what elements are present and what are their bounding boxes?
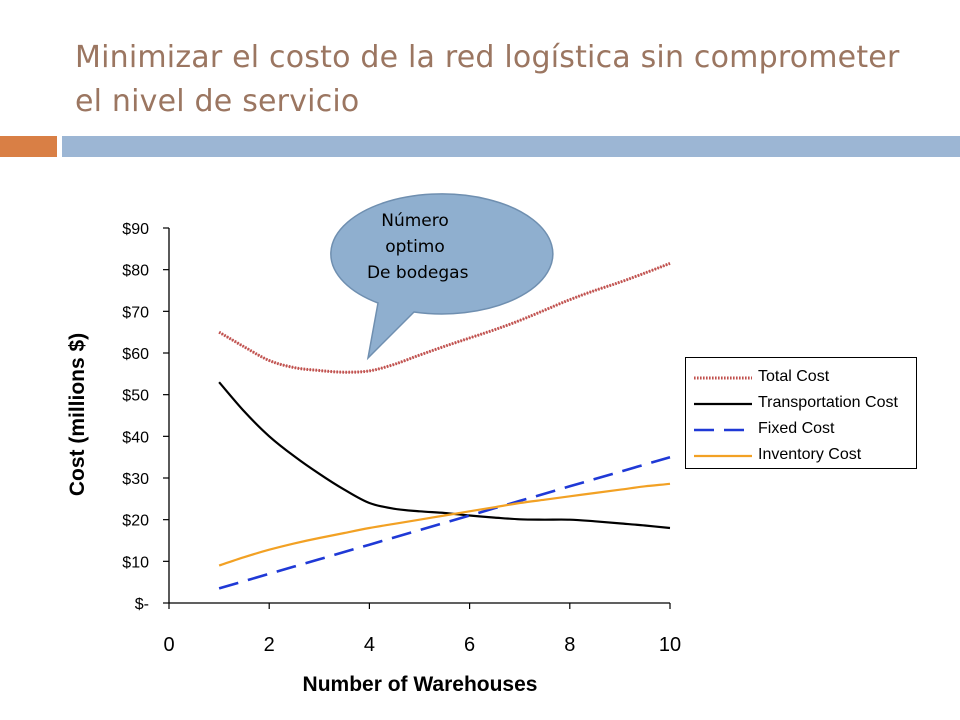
y-axis-label: Cost (millions $) xyxy=(66,333,89,496)
legend-swatch-inventory-cost xyxy=(694,454,752,458)
legend-item-total-cost: Total Cost xyxy=(686,364,916,390)
x-tick-label: 0 xyxy=(163,634,174,656)
y-tick-label: $70 xyxy=(122,304,149,321)
legend-label-fixed-cost: Fixed Cost xyxy=(758,420,835,437)
callout-line-1: Número xyxy=(381,211,449,231)
x-tick-label: 10 xyxy=(659,634,681,656)
series-line-inventory-cost xyxy=(218,482,671,567)
series-line-transportation-cost xyxy=(218,381,671,530)
y-tick-label: $80 xyxy=(122,263,149,280)
y-tick-label: $20 xyxy=(122,513,149,530)
legend-label-inventory-cost: Inventory Cost xyxy=(758,446,862,463)
series-line-total-cost-shade xyxy=(218,262,671,373)
y-tick-label: $60 xyxy=(122,346,149,363)
legend-swatch-total-cost xyxy=(694,376,752,380)
y-tick-label: $90 xyxy=(122,221,149,238)
slide-title: Minimizar el costo de la red logística s… xyxy=(75,40,900,119)
y-tick-label: $- xyxy=(135,596,149,613)
x-axis-label: Number of Warehouses xyxy=(303,673,538,696)
x-tick-label: 2 xyxy=(264,634,275,656)
chart-series xyxy=(218,261,671,590)
legend-swatch-transportation-cost xyxy=(694,402,752,406)
callout-line-2: optimo xyxy=(385,237,445,257)
callout-text: Número optimo De bodegas xyxy=(330,208,500,286)
chart-legend: Total Cost Transportation Cost Fixed Cos… xyxy=(685,357,917,469)
x-tick-label: 4 xyxy=(364,634,375,656)
legend-label-total-cost: Total Cost xyxy=(758,368,830,385)
legend-item-inventory-cost: Inventory Cost xyxy=(686,442,916,468)
legend-item-transportation-cost: Transportation Cost xyxy=(686,390,916,416)
x-tick-label: 8 xyxy=(564,634,575,656)
title-accent-bar-blue xyxy=(62,136,960,157)
title-accent-bar-orange xyxy=(0,136,57,157)
chart-axes: $- $10 $20 $30 $40 $50 $60 $70 $80 $90 0 2 4 6 8 10 Numb… xyxy=(66,221,681,696)
legend-label-transportation-cost: Transportation Cost xyxy=(758,394,898,411)
legend-swatch-fixed-cost xyxy=(694,428,752,432)
y-tick-label: $10 xyxy=(122,554,149,571)
series-line-fixed-cost xyxy=(218,455,671,590)
callout-bubble-shape xyxy=(330,193,554,361)
legend-item-fixed-cost: Fixed Cost xyxy=(686,416,916,442)
x-tick-label: 6 xyxy=(464,634,475,656)
y-tick-label: $30 xyxy=(122,471,149,488)
y-tick-label: $50 xyxy=(122,388,149,405)
callout-bubble xyxy=(330,193,554,361)
callout-line-3: De bodegas xyxy=(361,263,469,283)
y-tick-label: $40 xyxy=(122,429,149,446)
